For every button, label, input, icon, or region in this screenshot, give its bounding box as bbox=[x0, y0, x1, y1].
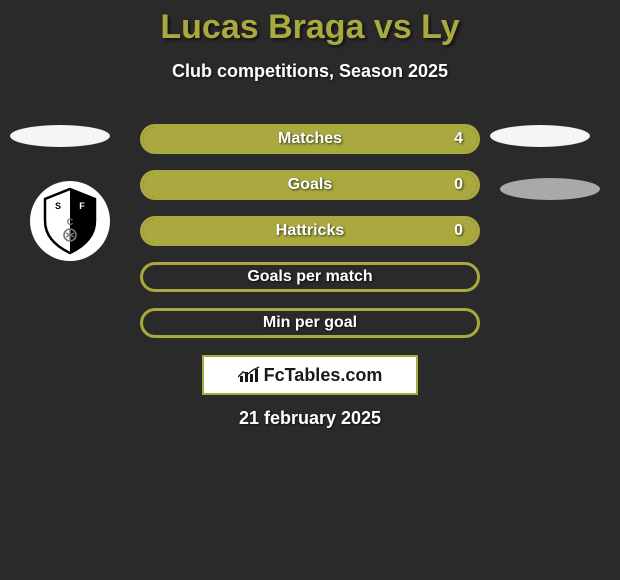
chart-icon bbox=[238, 366, 260, 384]
footer-date: 21 february 2025 bbox=[0, 408, 620, 429]
club-logo: S F C bbox=[30, 181, 110, 261]
stat-right-value: 4 bbox=[454, 130, 463, 148]
stat-row: Goals 0 bbox=[140, 170, 480, 200]
stat-right-value: 0 bbox=[454, 222, 463, 240]
svg-text:F: F bbox=[79, 201, 85, 211]
brand-box: FcTables.com bbox=[202, 355, 418, 395]
stat-row: Matches 4 bbox=[140, 124, 480, 154]
player-right-placeholder-2 bbox=[500, 178, 600, 200]
page-title: Lucas Braga vs Ly bbox=[0, 0, 620, 47]
stat-row: Goals per match bbox=[140, 262, 480, 292]
player-left-placeholder bbox=[10, 125, 110, 147]
player-right-placeholder-1 bbox=[490, 125, 590, 147]
stat-label: Min per goal bbox=[263, 314, 357, 332]
stat-label: Goals per match bbox=[247, 268, 372, 286]
stat-row: Hattricks 0 bbox=[140, 216, 480, 246]
brand-text: FcTables.com bbox=[264, 365, 383, 386]
svg-text:C: C bbox=[67, 217, 74, 227]
stat-label: Matches bbox=[278, 130, 342, 148]
stat-label: Hattricks bbox=[276, 222, 344, 240]
svg-text:S: S bbox=[55, 201, 61, 211]
page-subtitle: Club competitions, Season 2025 bbox=[0, 61, 620, 82]
stat-right-value: 0 bbox=[454, 176, 463, 194]
stat-row: Min per goal bbox=[140, 308, 480, 338]
stats-container: Matches 4 Goals 0 Hattricks 0 Goals per match M… bbox=[140, 124, 480, 354]
stat-label: Goals bbox=[288, 176, 332, 194]
